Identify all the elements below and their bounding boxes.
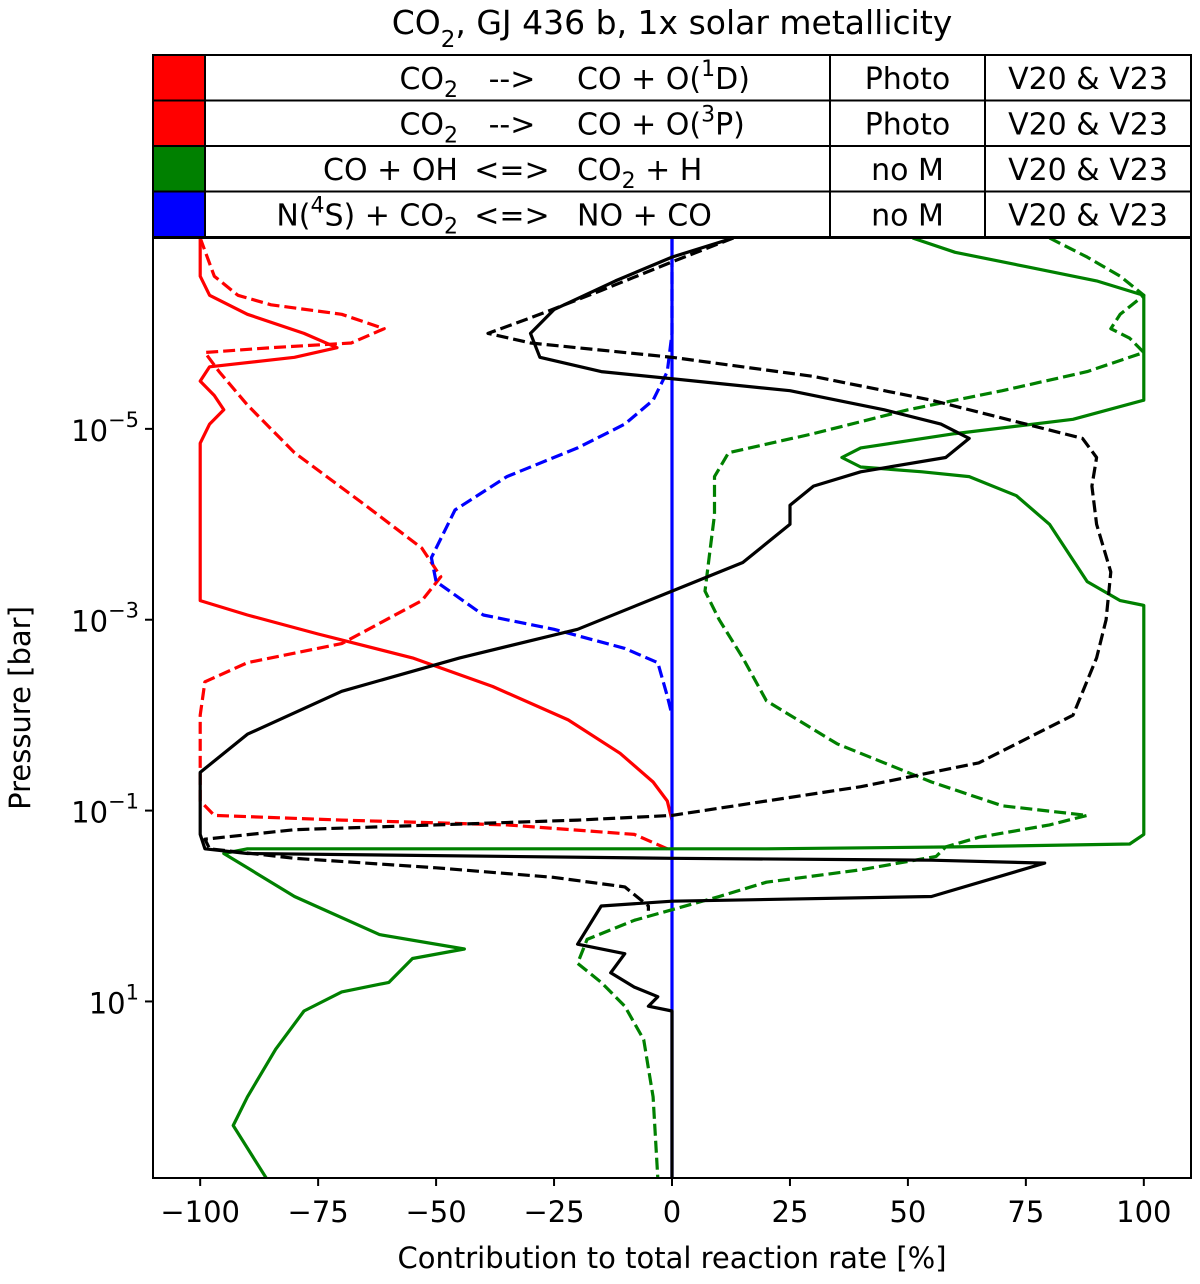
x-axis: −100 −75 −50 −25 0 25 50 75 100 bbox=[160, 1178, 1171, 1229]
series-line-8-dashed bbox=[203, 238, 1113, 911]
legend-reactant: CO2​ bbox=[399, 107, 458, 148]
x-tick-label: 75 bbox=[1007, 1195, 1044, 1229]
legend-reactant: N(4​S) + CO2​ bbox=[276, 193, 458, 239]
series-line-2-dashed bbox=[198, 238, 668, 851]
x-tick-label: −50 bbox=[405, 1195, 466, 1229]
x-tick-label: −100 bbox=[160, 1195, 240, 1229]
y-tick-label: 101 bbox=[89, 980, 139, 1020]
legend-arrow: --> bbox=[489, 62, 536, 97]
legend-reactant: CO2​ bbox=[399, 62, 458, 103]
x-axis-label: Contribution to total reaction rate [%] bbox=[397, 1241, 946, 1275]
plot-series bbox=[198, 238, 1146, 1178]
legend-color-swatch bbox=[154, 192, 205, 236]
x-tick-label: 25 bbox=[772, 1195, 809, 1229]
legend-reference: V20 & V23 bbox=[1008, 153, 1168, 188]
y-tick-label: 10−1 bbox=[71, 790, 139, 830]
y-tick-label: 10−5 bbox=[71, 408, 139, 448]
legend-products: NO + CO bbox=[577, 198, 712, 233]
chart-title: CO2, GJ 436 b, 1x solar metallicity bbox=[392, 3, 953, 53]
legend-arrow: --> bbox=[489, 107, 536, 142]
y-axis-label: Pressure [bar] bbox=[3, 606, 37, 810]
legend-arrow: <=> bbox=[474, 153, 549, 188]
legend-reaction-type: Photo bbox=[865, 107, 951, 142]
series-line-6-dashed bbox=[576, 238, 1146, 1178]
legend-reference: V20 & V23 bbox=[1008, 198, 1168, 233]
x-tick-label: −75 bbox=[288, 1195, 349, 1229]
legend-reference: V20 & V23 bbox=[1008, 107, 1168, 142]
x-tick-label: 100 bbox=[1116, 1195, 1171, 1229]
legend-color-swatch bbox=[154, 101, 205, 145]
x-tick-label: 50 bbox=[889, 1195, 926, 1229]
legend-table: CO2​ --> CO + O(1​D) Photo V20 & V23 CO2​ --> C… bbox=[152, 54, 1192, 239]
legend-products: CO + O(1​D) bbox=[577, 57, 750, 97]
legend-reaction-type: no M bbox=[871, 198, 944, 233]
legend-products: CO2​ + H bbox=[577, 153, 702, 194]
legend-color-swatch bbox=[154, 147, 205, 191]
y-axis: 10−5 10−3 10−1 101 bbox=[71, 408, 153, 1020]
legend-reactant: CO + OH bbox=[323, 153, 458, 188]
legend-arrow: <=> bbox=[474, 198, 549, 233]
series-line-7-solid bbox=[198, 238, 1047, 1178]
x-tick-label: −25 bbox=[523, 1195, 584, 1229]
y-tick-label: 10−3 bbox=[71, 599, 139, 639]
x-tick-label: 0 bbox=[663, 1195, 681, 1229]
legend-reaction-type: no M bbox=[871, 153, 944, 188]
legend-products: CO + O(3​P) bbox=[577, 102, 745, 142]
legend-reference: V20 & V23 bbox=[1008, 62, 1168, 97]
series-line-1-solid bbox=[198, 238, 674, 821]
legend-reaction-type: Photo bbox=[865, 62, 951, 97]
series-line-5-solid bbox=[222, 238, 1146, 1178]
legend-color-swatch bbox=[154, 56, 205, 100]
